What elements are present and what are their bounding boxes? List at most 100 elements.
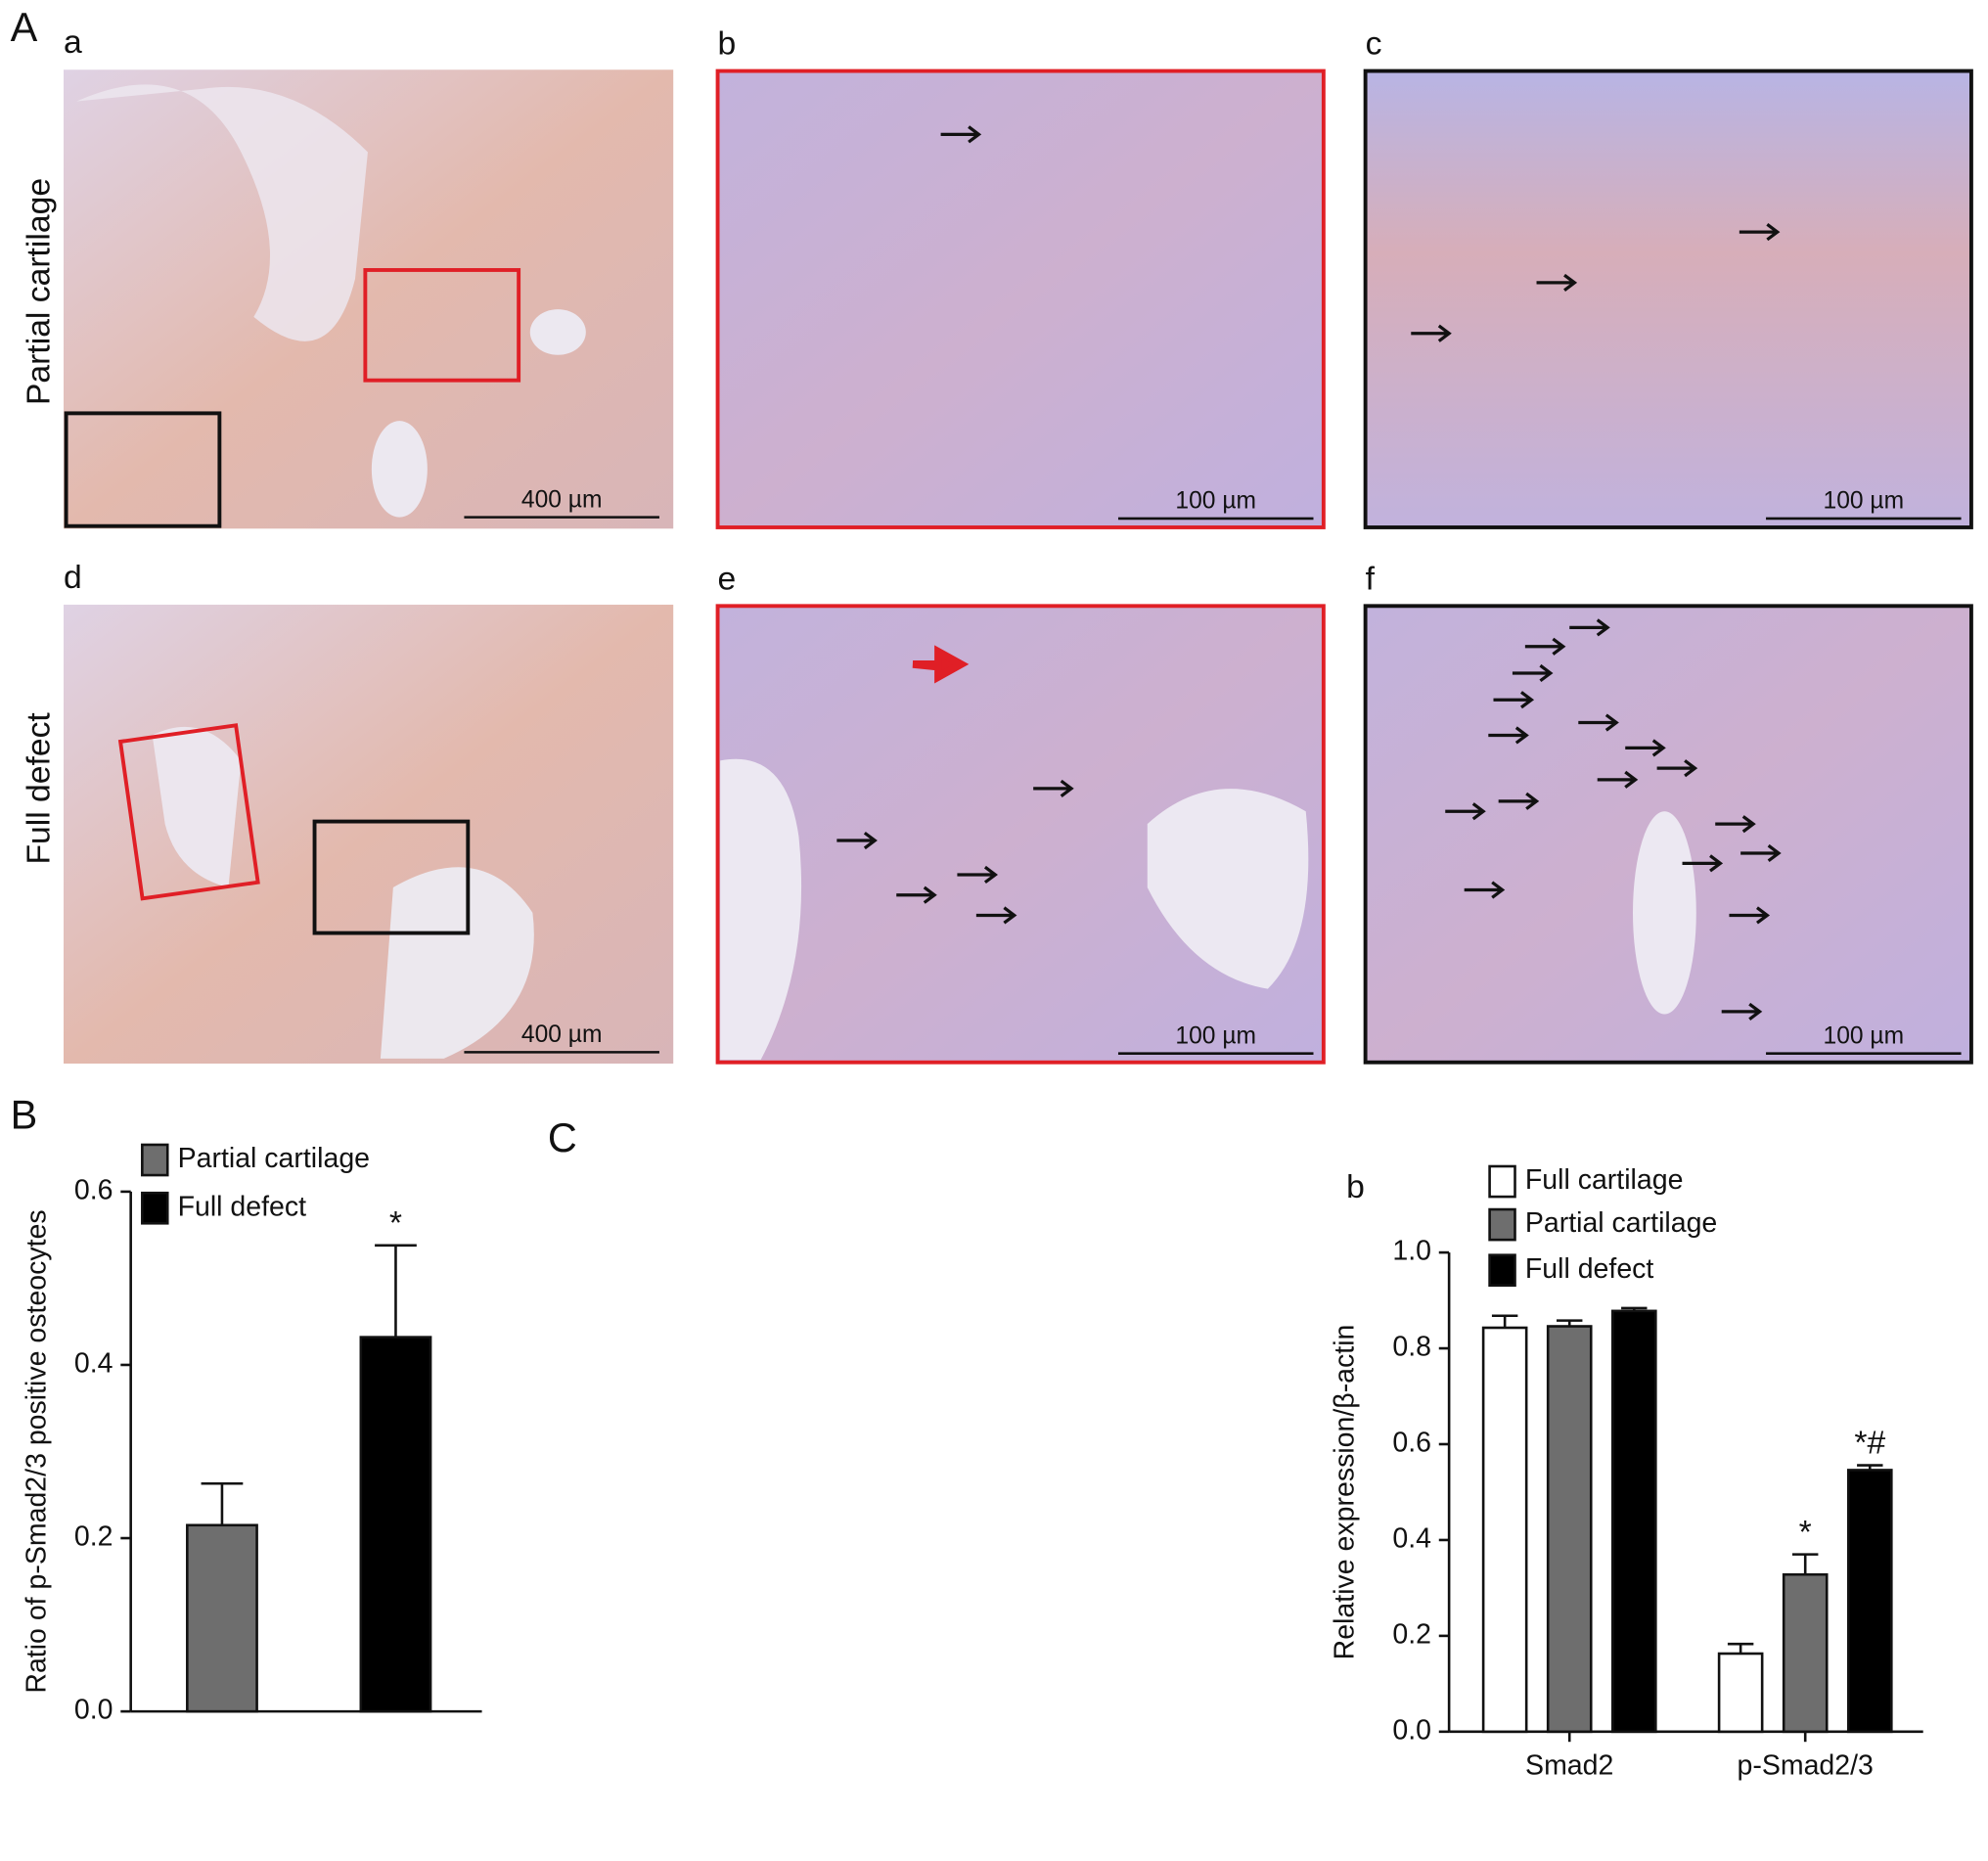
arrow <box>1729 906 1771 925</box>
legend-swatch <box>141 1191 169 1225</box>
legend-swatch <box>1488 1207 1516 1242</box>
micrograph <box>715 68 1326 529</box>
annotation: *# <box>1854 1426 1885 1462</box>
figure-label: B <box>11 1092 38 1138</box>
tissue-space <box>529 309 586 355</box>
x-tick-label: Smad2 <box>1525 1750 1613 1782</box>
inset-box <box>363 268 521 383</box>
arrow <box>1721 1002 1763 1021</box>
arrow <box>1597 770 1639 789</box>
arrow <box>1411 324 1452 342</box>
scale-label: 100 µm <box>1175 1022 1256 1049</box>
charts: 0.0 0.2 0.4 0.6 Ratio of p-Smad2/3 positive … <box>22 1143 1923 1782</box>
y-tick-label: 0.0 <box>74 1695 113 1726</box>
arrow <box>836 831 878 850</box>
bar <box>1481 1326 1528 1734</box>
panel-label: c <box>1366 26 1382 63</box>
y-tick-label: 1.0 <box>1392 1236 1431 1267</box>
arrow <box>975 906 1017 925</box>
tissue-space <box>75 84 368 341</box>
legend-swatch <box>1488 1253 1516 1288</box>
arrow <box>1464 881 1506 899</box>
arrow <box>896 885 937 904</box>
arrow <box>1625 739 1666 757</box>
arrow <box>1739 223 1781 242</box>
y-axis-label: Relative expression/β-actin <box>1330 1325 1361 1660</box>
y-tick-label: 0.6 <box>74 1174 113 1205</box>
bar <box>186 1523 258 1713</box>
micrograph-panels <box>64 68 1973 1065</box>
y-tick-label: 0.4 <box>74 1348 113 1380</box>
row-label: Partial cartilage <box>22 178 58 405</box>
tissue-space <box>152 726 242 887</box>
panel-label: b <box>1346 1169 1365 1205</box>
bar <box>1610 1309 1657 1734</box>
arrow <box>1569 618 1610 637</box>
arrow <box>1498 792 1540 810</box>
tissue-space <box>371 421 428 518</box>
x-tick-label: p-Smad2/3 <box>1737 1750 1873 1782</box>
panel-label: e <box>718 561 737 597</box>
micrograph <box>64 605 674 1065</box>
scale-label: 100 µm <box>1175 488 1256 515</box>
bar <box>1717 1652 1764 1734</box>
bar <box>359 1336 432 1713</box>
panel-label: d <box>64 560 82 596</box>
arrow <box>1033 779 1074 797</box>
arrow <box>957 865 998 885</box>
figure-label: C <box>548 1114 577 1160</box>
scale-label: 100 µm <box>1824 1022 1905 1049</box>
arrow <box>1524 637 1566 656</box>
legend-label: Full cartilage <box>1525 1164 1684 1196</box>
y-tick-label: 0.8 <box>1392 1332 1431 1363</box>
y-tick-label: 0.2 <box>74 1521 113 1553</box>
tissue-space <box>1147 789 1309 989</box>
micrograph <box>1363 68 1973 529</box>
panel-annotations: a 400 µm b 100 µm c 100 µm d 400 µm e 100 µm f 100 … <box>64 24 1962 1055</box>
red-arrow <box>912 645 970 684</box>
legend-label: Full defect <box>178 1191 307 1222</box>
y-tick-label: 0.0 <box>1392 1714 1431 1746</box>
panel-label: f <box>1366 561 1376 597</box>
bar <box>1846 1469 1893 1734</box>
arrow <box>1536 273 1578 292</box>
bar <box>1782 1572 1829 1734</box>
legend-swatch <box>141 1143 169 1177</box>
annotation: * <box>389 1205 402 1242</box>
scale-label: 400 µm <box>521 486 603 513</box>
arrow <box>1512 663 1554 683</box>
arrow <box>1488 726 1529 745</box>
arrow <box>940 125 982 144</box>
tissue-space <box>380 867 534 1059</box>
row-label: Full defect <box>22 712 58 865</box>
inset-box <box>312 819 471 935</box>
panel-label: b <box>718 26 737 63</box>
arrow <box>1578 713 1619 732</box>
figure-label: A <box>11 4 38 50</box>
legend-swatch <box>1488 1164 1516 1199</box>
arrow <box>1715 815 1756 834</box>
panel-label: a <box>64 24 82 61</box>
scale-label: 100 µm <box>1824 488 1905 515</box>
bar <box>1546 1325 1593 1734</box>
tissue-space <box>720 758 802 1061</box>
inset-box <box>64 411 222 528</box>
legend-label: Partial cartilage <box>1525 1207 1717 1239</box>
annotation: * <box>1799 1515 1812 1551</box>
micrograph <box>64 69 674 529</box>
legend-label: Full defect <box>1525 1253 1654 1285</box>
y-axis-label: Ratio of p-Smad2/3 positive osteocytes <box>22 1209 53 1693</box>
arrow <box>1682 854 1724 873</box>
tissue-space <box>1633 811 1696 1015</box>
arrow <box>1445 802 1486 821</box>
y-tick-label: 0.6 <box>1392 1428 1431 1459</box>
arrow <box>1493 691 1535 709</box>
arrow <box>1656 759 1698 778</box>
y-tick-label: 0.2 <box>1392 1618 1431 1650</box>
inset-box <box>117 723 260 901</box>
scale-label: 400 µm <box>521 1021 603 1048</box>
y-tick-label: 0.4 <box>1392 1522 1431 1554</box>
arrow <box>1740 843 1782 863</box>
